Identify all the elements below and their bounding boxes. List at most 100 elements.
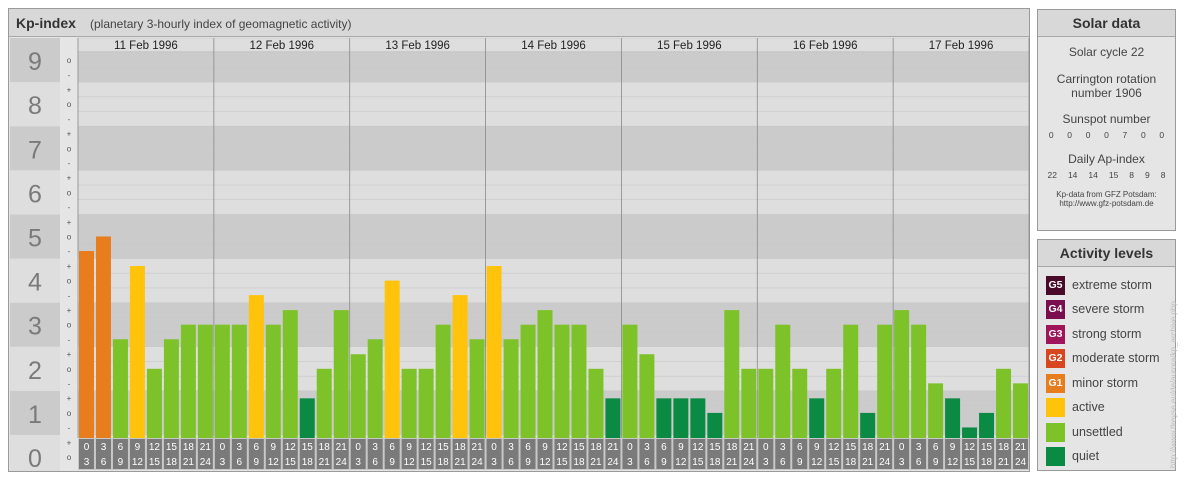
interval-end-label: 12 [404, 457, 416, 468]
kp-bar [384, 280, 400, 438]
y-minor-label: o [67, 365, 72, 374]
interval-start-label: 0 [491, 442, 497, 453]
interval-box [979, 439, 995, 469]
y-minor-label: + [67, 130, 72, 139]
legend-g3: G3 strong storm [1046, 324, 1141, 344]
ap-index-label: Daily Ap-index [1068, 152, 1145, 166]
interval-end-label: 3 [899, 457, 905, 468]
interval-box [299, 439, 315, 469]
interval-start-label: 6 [797, 442, 803, 453]
interval-start-label: 9 [135, 442, 141, 453]
y-band [10, 126, 60, 171]
kp-bar [79, 251, 94, 438]
interval-box [486, 439, 502, 469]
kp-bar [231, 324, 247, 438]
interval-box [180, 439, 196, 469]
legend-label: active [1072, 400, 1105, 414]
kp-bar [792, 368, 808, 438]
day-labels: 11 Feb 1996 12 Feb 1996 13 Feb 1996 14 Feb … [114, 40, 993, 52]
y-minor-label: + [67, 174, 72, 183]
y-band [10, 346, 60, 391]
interval-end-label: 3 [491, 457, 497, 468]
interval-end-label: 18 [981, 457, 993, 468]
interval-end-label: 21 [183, 457, 195, 468]
kp-bar [486, 266, 502, 438]
y-minor-label: + [67, 218, 72, 227]
interval-start-label: 6 [254, 442, 260, 453]
y-tick-label: 6 [28, 180, 42, 208]
interval-box [843, 439, 859, 469]
interval-box [384, 439, 400, 469]
interval-start-label: 3 [780, 442, 786, 453]
x-axis-intervals: 0336699121215151818212124033669912121515… [78, 438, 1029, 470]
solar-data-panel: Solar data Solar cycle 22 Carrington rot… [1037, 9, 1176, 231]
interval-start-label: 15 [166, 442, 178, 453]
legend-label: severe storm [1072, 302, 1145, 316]
interval-end-label: 3 [220, 457, 226, 468]
interval-box [809, 439, 825, 469]
interval-start-label: 18 [455, 442, 467, 453]
y-minor-label: o [67, 56, 72, 65]
band [78, 170, 1029, 215]
interval-box [520, 439, 536, 469]
ap-index-values: 22 14 14 15 8 9 8 [1038, 170, 1175, 180]
interval-start-label: 6 [118, 442, 124, 453]
interval-end-label: 3 [763, 457, 769, 468]
interval-start-label: 15 [709, 442, 721, 453]
interval-box [129, 439, 145, 469]
y-minor-label: + [67, 438, 72, 447]
kp-bar [775, 324, 791, 438]
interval-box [775, 439, 791, 469]
kp-bars [79, 236, 1028, 438]
interval-start-label: 21 [879, 442, 891, 453]
interval-end-label: 12 [268, 457, 280, 468]
kp-bar [843, 324, 859, 438]
day-label: 15 Feb 1996 [657, 40, 722, 52]
minor-grid [77, 37, 1030, 438]
chart-subtitle: (planetary 3-hourly index of geomagnetic… [90, 17, 351, 31]
interval-end-label: 15 [556, 457, 568, 468]
kp-bar [554, 324, 570, 438]
interval-end-label: 18 [845, 457, 857, 468]
interval-end-label: 9 [797, 457, 803, 468]
carrington-rotation-line1: Carrington rotation [1056, 72, 1157, 86]
interval-start-label: 18 [998, 442, 1010, 453]
interval-end-label: 12 [675, 457, 687, 468]
legend-swatch: G4 [1046, 299, 1065, 319]
interval-end-label: 24 [879, 457, 891, 468]
interval-box [452, 439, 468, 469]
interval-box [707, 439, 723, 469]
interval-end-label: 12 [132, 457, 144, 468]
sunspot-value: 0 [1085, 130, 1091, 140]
interval-box [197, 439, 213, 469]
interval-start-label: 3 [916, 442, 922, 453]
legend-label: strong storm [1072, 327, 1142, 341]
y-band [10, 434, 60, 471]
interval-box [571, 439, 587, 469]
legend-label: minor storm [1072, 376, 1138, 390]
kp-bar [673, 398, 689, 438]
sunspot-values: 0 0 0 0 7 0 0 [1038, 130, 1175, 140]
y-minor-label: o [67, 409, 72, 418]
legend-unsettled: unsettled [1046, 422, 1123, 442]
y-axis: 0 1 2 3 4 5 6 7 8 9 [10, 38, 60, 473]
source-link[interactable]: http://www.gfz-potsdam.de [1059, 199, 1154, 208]
y-minor-label: - [68, 71, 71, 80]
interval-box [588, 439, 604, 469]
y-tick-label: 3 [28, 313, 42, 341]
kp-bar [435, 324, 451, 438]
day-label: 12 Feb 1996 [249, 40, 314, 52]
interval-box [860, 439, 876, 469]
interval-box [435, 439, 451, 469]
kp-bar [197, 324, 213, 438]
interval-end-label: 15 [285, 457, 297, 468]
kp-bar [129, 266, 145, 438]
interval-start-label: 12 [692, 442, 704, 453]
kp-bar [962, 427, 978, 438]
y-minor-label: + [67, 350, 72, 359]
kp-bar [690, 398, 706, 438]
watermark-url: http://www.tlreyse.eu/de/aurora/kp_archi… [1169, 301, 1178, 468]
legend-g2: G2 moderate storm [1046, 348, 1160, 368]
legend-quiet: quiet [1046, 446, 1099, 466]
legend-swatch: G5 [1046, 275, 1065, 295]
